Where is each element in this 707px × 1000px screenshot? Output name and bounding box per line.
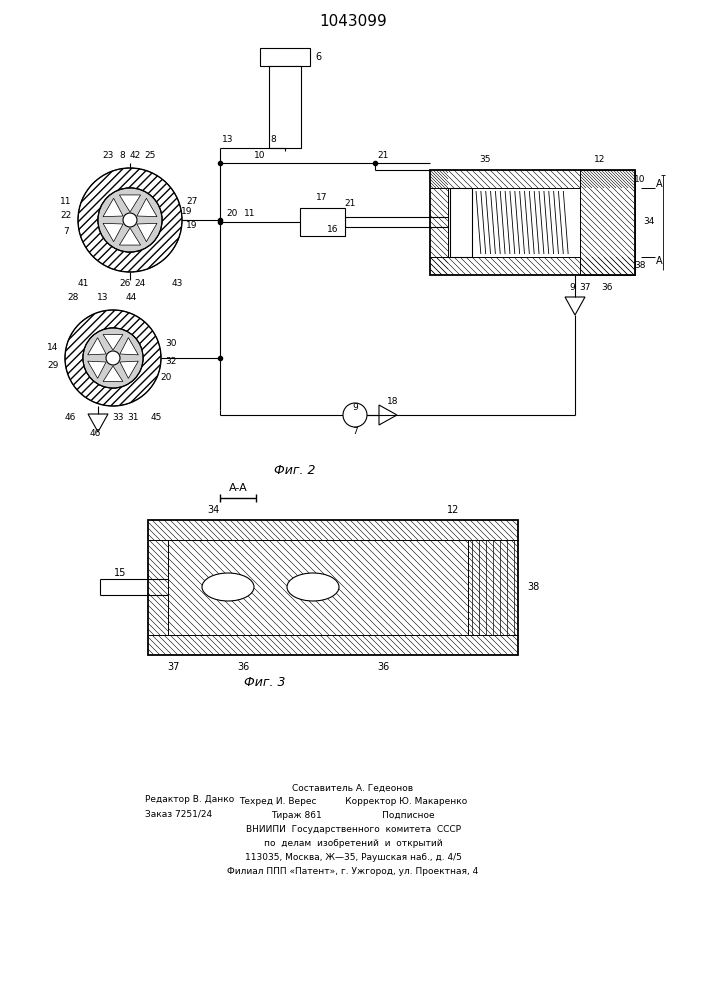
Ellipse shape	[202, 573, 254, 601]
Bar	[430, 170, 635, 275]
Text: 7: 7	[63, 228, 69, 236]
Text: 15: 15	[114, 568, 126, 578]
Bar	[450, 188, 472, 257]
Text: Тираж 861                     Подписное: Тираж 861 Подписное	[271, 812, 435, 820]
Text: Составитель А. Гедеонов: Составитель А. Гедеонов	[293, 784, 414, 792]
Text: A: A	[655, 256, 662, 266]
Text: 18: 18	[387, 396, 399, 406]
Text: Заказ 7251/24: Заказ 7251/24	[145, 810, 212, 818]
Text: 36: 36	[237, 662, 249, 672]
Bar	[148, 520, 518, 655]
Text: 21: 21	[344, 198, 356, 208]
Ellipse shape	[287, 573, 339, 601]
Circle shape	[106, 351, 120, 365]
Polygon shape	[137, 223, 157, 242]
Text: 16: 16	[327, 226, 339, 234]
Text: 45: 45	[151, 414, 162, 422]
Text: 7: 7	[352, 426, 358, 436]
Text: 42: 42	[129, 151, 141, 160]
Text: 26: 26	[119, 279, 131, 288]
Text: 113035, Москва, Ж—35, Раушская наб., д. 4/5: 113035, Москва, Ж—35, Раушская наб., д. …	[245, 854, 462, 862]
Text: 6: 6	[315, 52, 321, 62]
Polygon shape	[88, 338, 106, 355]
Text: 10: 10	[255, 150, 266, 159]
Polygon shape	[119, 195, 141, 212]
Text: ВНИИПИ  Государственного  комитета  СССР: ВНИИПИ Государственного комитета СССР	[245, 826, 460, 834]
Text: 38: 38	[527, 582, 539, 592]
Text: 30: 30	[165, 338, 177, 348]
Text: 33: 33	[112, 414, 124, 422]
Text: 41: 41	[77, 279, 88, 288]
Text: 12: 12	[447, 505, 459, 515]
Text: 8: 8	[119, 151, 125, 160]
Circle shape	[123, 213, 137, 227]
Polygon shape	[120, 361, 139, 378]
Text: 31: 31	[127, 414, 139, 422]
Bar	[269, 66, 301, 148]
Text: 14: 14	[47, 344, 59, 353]
Text: 9: 9	[352, 402, 358, 412]
Bar	[580, 170, 635, 275]
Text: A-A: A-A	[228, 483, 247, 493]
Text: 20: 20	[226, 210, 238, 219]
Text: 8: 8	[270, 135, 276, 144]
Text: 36: 36	[601, 282, 613, 292]
Text: 38: 38	[634, 260, 645, 269]
Polygon shape	[119, 228, 141, 245]
Text: 36: 36	[377, 662, 389, 672]
Text: Редактор В. Данко: Редактор В. Данко	[145, 796, 234, 804]
Text: Фиг. 2: Фиг. 2	[274, 464, 316, 477]
Text: 10: 10	[634, 176, 645, 184]
Text: по  делам  изобретений  и  открытий: по делам изобретений и открытий	[264, 840, 443, 848]
Text: A: A	[655, 179, 662, 189]
Text: 35: 35	[479, 155, 491, 164]
Text: 27: 27	[187, 198, 198, 207]
Bar	[300, 208, 345, 236]
Text: 21: 21	[378, 150, 389, 159]
Text: 44: 44	[125, 294, 136, 302]
Text: 11: 11	[60, 198, 71, 207]
Text: 12: 12	[595, 155, 606, 164]
Text: 1043099: 1043099	[319, 14, 387, 29]
Text: 32: 32	[165, 357, 177, 365]
Text: Техред И. Верес          Корректор Ю. Макаренко: Техред И. Верес Корректор Ю. Макаренко	[239, 798, 467, 806]
Polygon shape	[103, 223, 123, 242]
Text: 19: 19	[181, 208, 193, 217]
Text: 34: 34	[643, 218, 655, 227]
Text: 13: 13	[222, 135, 234, 144]
Text: 24: 24	[134, 279, 146, 288]
Text: 17: 17	[316, 194, 328, 202]
Polygon shape	[120, 338, 139, 355]
Text: 28: 28	[67, 294, 78, 302]
Text: 46: 46	[64, 414, 76, 422]
Wedge shape	[65, 310, 161, 406]
Text: Филиал ППП «Патент», г. Ужгород, ул. Проектная, 4: Филиал ППП «Патент», г. Ужгород, ул. Про…	[228, 867, 479, 876]
Circle shape	[83, 328, 143, 388]
Text: 23: 23	[103, 151, 114, 160]
Text: 19: 19	[186, 221, 198, 230]
Circle shape	[343, 403, 367, 427]
Text: 37: 37	[167, 662, 179, 672]
Polygon shape	[103, 366, 123, 381]
Text: 13: 13	[98, 294, 109, 302]
Polygon shape	[103, 335, 123, 350]
Circle shape	[98, 188, 162, 252]
Text: 29: 29	[47, 361, 59, 370]
Text: Фиг. 3: Фиг. 3	[244, 676, 286, 690]
Text: 20: 20	[160, 373, 172, 382]
Text: 37: 37	[579, 282, 591, 292]
Polygon shape	[88, 361, 106, 378]
Text: 46: 46	[89, 430, 100, 438]
Polygon shape	[137, 198, 157, 217]
Text: 11: 11	[244, 210, 256, 219]
Text: 34: 34	[207, 505, 219, 515]
Polygon shape	[103, 198, 123, 217]
Text: 25: 25	[144, 151, 156, 160]
Text: 22: 22	[60, 211, 71, 220]
Text: 43: 43	[171, 279, 182, 288]
Text: 9: 9	[569, 282, 575, 292]
Bar	[260, 48, 310, 66]
Wedge shape	[78, 168, 182, 272]
